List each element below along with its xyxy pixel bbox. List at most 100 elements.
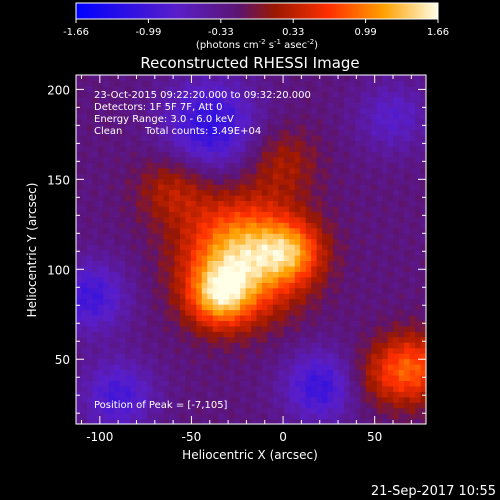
heatmap-cell	[272, 216, 279, 223]
heatmap-cell	[393, 304, 400, 311]
heatmap-cell	[168, 140, 176, 147]
heatmap-cell	[185, 140, 192, 147]
heatmap-cell	[398, 396, 405, 403]
heatmap-cell	[261, 347, 269, 354]
heatmap-cell	[108, 80, 115, 87]
heatmap-cell	[272, 211, 279, 218]
heatmap-cell	[294, 336, 301, 343]
heatmap-cell	[300, 75, 307, 82]
heatmap-cell	[103, 238, 110, 245]
heatmap-cell	[267, 396, 274, 403]
heatmap-cell	[327, 391, 334, 398]
heatmap-cell	[196, 353, 203, 360]
heatmap-cell	[382, 205, 389, 212]
heatmap-cell	[365, 102, 372, 109]
heatmap-cell	[415, 309, 422, 316]
heatmap-cell	[212, 265, 219, 272]
heatmap-cell	[365, 222, 372, 229]
heatmap-cell	[196, 238, 203, 245]
heatmap-cell	[354, 391, 361, 398]
heatmap-cell	[376, 140, 383, 147]
heatmap-cell	[179, 309, 186, 316]
heatmap-cell	[245, 238, 252, 245]
heatmap-cell	[185, 402, 192, 409]
heatmap-cell	[256, 194, 263, 202]
heatmap-cell	[190, 173, 197, 180]
heatmap-cell	[212, 194, 219, 202]
heatmap-cell	[376, 80, 383, 87]
heatmap-cell	[196, 184, 203, 191]
heatmap-cell	[349, 200, 356, 207]
heatmap-cell	[218, 178, 225, 185]
heatmap-cell	[97, 369, 104, 376]
heatmap-cell	[338, 254, 345, 261]
heatmap-cell	[81, 129, 88, 136]
heatmap-cell	[415, 304, 422, 311]
heatmap-cell	[261, 374, 269, 381]
heatmap-cell	[223, 151, 230, 158]
heatmap-cell	[267, 260, 274, 267]
heatmap-cell	[382, 211, 389, 218]
heatmap-cell	[338, 402, 345, 409]
heatmap-cell	[360, 184, 367, 191]
heatmap-cell	[338, 331, 345, 338]
heatmap-cell	[398, 276, 405, 283]
heatmap-cell	[316, 298, 323, 305]
heatmap-cell	[278, 342, 285, 349]
heatmap-cell	[81, 162, 88, 169]
heatmap-cell	[415, 167, 422, 174]
heatmap-cell	[387, 325, 394, 332]
heatmap-cell	[207, 293, 214, 300]
heatmap-cell	[343, 407, 351, 414]
heatmap-cell	[289, 85, 296, 92]
heatmap-cell	[256, 287, 263, 294]
heatmap-cell	[316, 233, 323, 240]
heatmap-cell	[294, 107, 301, 114]
heatmap-cell	[92, 102, 99, 109]
heatmap-cell	[179, 320, 186, 327]
heatmap-cell	[415, 331, 422, 338]
heatmap-cell	[97, 189, 104, 196]
heatmap-cell	[168, 156, 176, 163]
heatmap-cell	[387, 249, 394, 256]
heatmap-cell	[294, 134, 301, 142]
heatmap-cell	[322, 282, 329, 289]
heatmap-cell	[179, 342, 186, 349]
heatmap-cell	[119, 309, 126, 316]
heatmap-cell	[207, 134, 214, 142]
heatmap-cell	[256, 91, 263, 98]
heatmap-cell	[103, 102, 110, 109]
heatmap-cell	[92, 124, 99, 131]
heatmap-cell	[108, 320, 115, 327]
heatmap-cell	[141, 249, 148, 256]
heatmap-cell	[289, 75, 296, 82]
heatmap-cell	[338, 298, 345, 305]
heatmap-cell	[283, 402, 290, 409]
heatmap-cell	[272, 391, 279, 398]
heatmap-cell	[311, 260, 318, 267]
heatmap-cell	[218, 402, 225, 409]
heatmap-cell	[201, 134, 208, 142]
heatmap-cell	[168, 385, 176, 392]
heatmap-cell	[398, 260, 405, 267]
heatmap-cell	[333, 178, 340, 185]
heatmap-cell	[278, 385, 285, 392]
heatmap-cell	[360, 107, 367, 114]
heatmap-cell	[267, 102, 274, 109]
x-axis-label: Heliocentric X (arcsec)	[182, 448, 318, 462]
heatmap-cell	[382, 293, 389, 300]
heatmap-cell	[398, 107, 405, 114]
heatmap-cell	[92, 309, 99, 316]
heatmap-cell	[267, 216, 274, 223]
heatmap-cell	[415, 353, 422, 360]
heatmap-cell	[97, 211, 104, 218]
heatmap-cell	[365, 96, 372, 103]
heatmap-cell	[305, 227, 312, 234]
heatmap-cell	[97, 276, 104, 283]
heatmap-cell	[229, 200, 236, 207]
heatmap-cell	[338, 107, 345, 114]
heatmap-cell	[354, 244, 361, 251]
heatmap-cell	[130, 402, 137, 409]
heatmap-cell	[158, 194, 165, 202]
heatmap-cell	[174, 309, 181, 316]
